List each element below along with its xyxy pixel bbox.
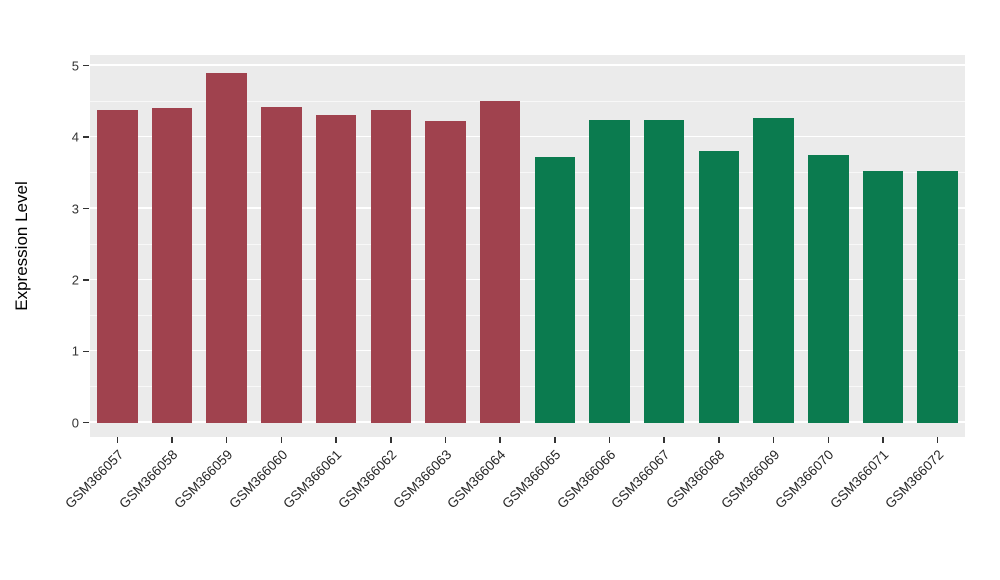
x-tick-mark [225,437,228,443]
bar-GSM366058 [151,107,193,423]
x-tick-mark [499,437,501,443]
x-tick-mark [390,437,392,443]
plot-panel [90,55,965,437]
y-tick-label: 2 [71,272,79,288]
x-tick-label: GSM366071 [827,447,892,512]
gridline-minor [90,100,965,102]
gridline-major [90,64,965,66]
gridline-major [90,135,965,138]
x-tick-label: GSM366065 [499,447,564,512]
x-tick-mark [882,437,884,443]
y-tick-label: 0 [71,415,79,431]
x-tick-mark [827,437,830,443]
bar-GSM366071 [862,170,904,423]
x-tick-mark [718,437,720,443]
y-tick-mark [83,207,89,210]
bar-GSM366060 [261,107,302,423]
x-tick-mark [554,437,556,443]
x-tick-mark [116,437,119,443]
x-tick-mark [772,437,775,443]
x-tick-mark [936,437,939,443]
x-tick-mark [335,437,337,443]
x-tick-label: GSM366059 [171,447,236,512]
bar-GSM366063 [425,120,466,423]
bar-GSM366072 [917,170,958,423]
y-axis-title: Expression Level [12,181,31,311]
y-tick-label: 3 [71,201,79,216]
bar-GSM366059 [206,72,247,423]
x-tick-mark [608,437,611,443]
y-tick-label: 4 [71,129,79,145]
bar-GSM366057 [97,110,138,423]
y-tick-mark [83,279,89,281]
gridline-major [90,278,965,280]
x-tick-mark [663,437,665,443]
bar-GSM366061 [315,115,357,423]
bar-GSM366067 [643,120,685,423]
gridline-major [90,349,965,352]
x-tick-mark [280,437,283,443]
gridline-major [90,207,965,209]
y-tick-mark [83,350,89,353]
x-tick-mark [444,437,447,443]
bar-GSM366068 [698,151,740,423]
y-tick-mark [83,421,89,424]
y-tick-label: 5 [71,58,79,74]
gridline-major [90,421,965,423]
bar-GSM366069 [753,117,794,423]
bar-GSM366062 [370,110,412,423]
gridline-minor [90,386,965,388]
x-tick-label: GSM366062 [335,447,400,512]
bar-GSM366070 [808,154,849,423]
y-tick-mark [83,64,89,67]
bar-GSM366066 [589,120,630,423]
x-tick-label: GSM366072 [882,447,947,512]
gridline-minor [90,314,965,316]
bar-GSM366064 [479,101,521,423]
y-tick-label: 1 [71,343,79,359]
x-tick-mark [171,437,173,443]
y-tick-mark [83,136,89,138]
x-tick-label: GSM366068 [663,447,728,512]
gridline-minor [90,243,965,245]
bar-GSM366065 [534,157,576,423]
gridline-minor [90,172,965,173]
